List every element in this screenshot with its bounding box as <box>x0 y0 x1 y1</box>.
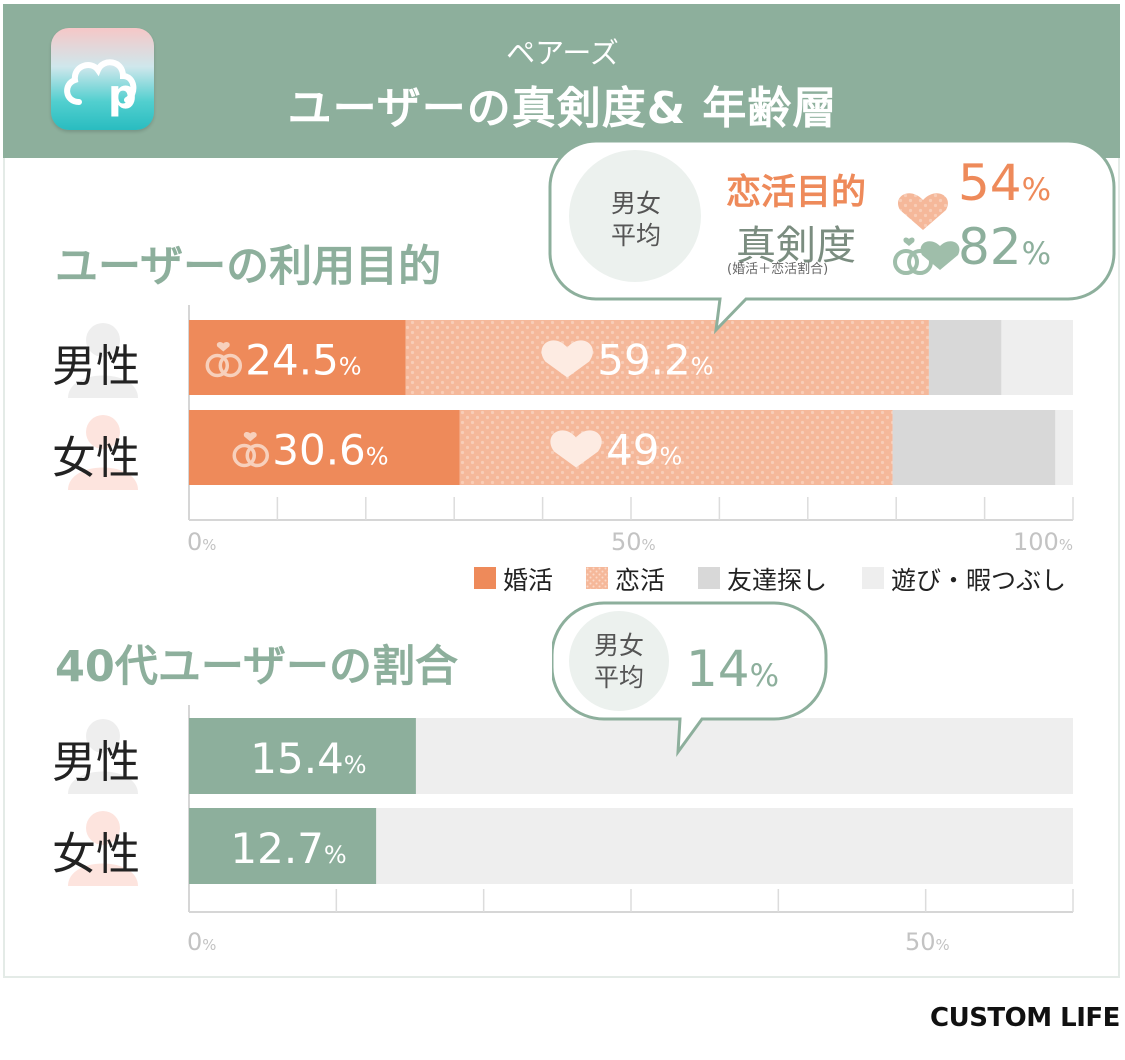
legend-label-friends: 友達探し <box>727 566 828 595</box>
bar-segment-renkatsu-1 <box>459 410 893 485</box>
header-subtitle: ペアーズ <box>506 36 619 70</box>
average-badge <box>569 150 701 282</box>
age-row-label-female: 女性 <box>52 829 140 880</box>
age40-bar-chart: 15.4%12.7% <box>188 705 1074 913</box>
female-silhouette-icon <box>68 811 138 886</box>
bar-segment-play-0 <box>1001 320 1073 395</box>
legend-label-renkatsu: 恋活 <box>615 566 666 595</box>
callout-badge-text: 男女 平均 <box>610 189 661 250</box>
male-silhouette-icon <box>68 323 138 398</box>
bar-segment-konkatsu-1 <box>189 410 460 485</box>
rings-icon <box>232 432 270 468</box>
app-icon-letter: p <box>108 72 137 118</box>
callout-seriousness-label: 真剣度 <box>736 223 856 269</box>
header-banner <box>3 4 1120 158</box>
bar-segment-renkatsu-0 <box>405 320 929 395</box>
pairs-app-icon: p <box>51 28 154 130</box>
age-average-badge <box>569 611 669 711</box>
purpose-section-title: ユーザーの利用目的 <box>55 242 442 292</box>
heart-icon <box>541 340 593 378</box>
legend-swatch-konkatsu <box>474 567 496 589</box>
brand-logo: CUSTOM LIFE <box>930 1003 1120 1033</box>
legend-label-play: 遊び・暇つぶし <box>891 566 1067 595</box>
legend-swatch-play <box>862 567 884 589</box>
age-bar-label-1: 12.7% <box>230 824 346 873</box>
purpose-row-label-female: 女性 <box>52 433 140 484</box>
average-callout-bubble <box>548 139 1116 335</box>
age-callout-badge-text: 男女 平均 <box>593 631 644 692</box>
legend-swatch-friends <box>698 567 720 589</box>
heart-icon <box>550 430 602 468</box>
cloud-logo-icon: p <box>64 59 137 118</box>
male-silhouette-icon <box>68 719 138 794</box>
bar-segment-friends-0 <box>928 320 1002 395</box>
axis-tick-100: 100% <box>1013 528 1073 556</box>
rings-icon <box>205 342 243 378</box>
age-average-callout-bubble <box>552 601 828 758</box>
callout-seriousness-value: 82% <box>958 218 1052 276</box>
callout-seriousness-note: (婚活＋恋活割合) <box>727 262 829 277</box>
age-axis-tick-50: 50% <box>905 928 950 956</box>
age-axis-tick-0: 0% <box>187 928 217 956</box>
age-bar-1 <box>189 808 377 884</box>
age-row-label-male: 男性 <box>52 737 140 788</box>
callout-renkatsu-label: 恋活目的 <box>726 173 867 213</box>
callout-renkatsu-value: 54% <box>958 154 1052 212</box>
legend-swatch-renkatsu <box>586 567 608 589</box>
axis-tick-50: 50% <box>611 528 656 556</box>
header-title: ユーザーの真剣度& 年齢層 <box>287 83 838 134</box>
bar-segment-friends-1 <box>892 410 1056 485</box>
bar-segment-play-1 <box>1055 410 1073 485</box>
axis-tick-0: 0% <box>187 528 217 556</box>
rings-heart-icon <box>893 237 960 275</box>
female-silhouette-icon <box>68 415 138 490</box>
age-section-title: 40代ユーザーの割合 <box>55 642 458 692</box>
purpose-stacked-bar-chart: 24.5% 59.2%30.6% 49% <box>188 305 1074 521</box>
age-bar-0 <box>189 718 416 794</box>
legend-label-konkatsu: 婚活 <box>503 566 554 595</box>
purpose-row-label-male: 男性 <box>52 341 140 392</box>
age-callout-value: 14% <box>686 640 780 698</box>
heart-icon <box>898 193 948 230</box>
